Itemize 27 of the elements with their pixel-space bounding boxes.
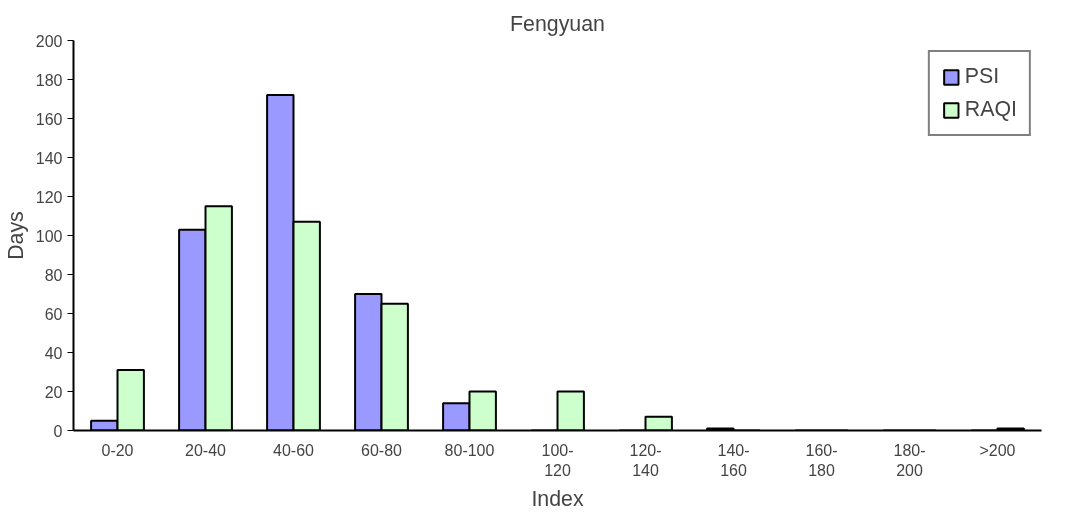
legend-label: RAQI [964,97,1017,122]
x-tick-label: 40-60 [273,441,315,459]
y-tick-label: 140 [35,149,63,167]
x-tick-label: 180-200 [893,441,926,479]
y-tick-label: 40 [44,344,63,362]
x-tick-label: 20-40 [185,441,227,459]
y-tick-label: 100 [35,227,63,245]
y-axis-title: Days [3,211,28,260]
x-axis-title: Index [531,486,584,511]
x-tick-label: 120-140 [629,441,662,479]
x-tick-label: >200 [979,441,1016,459]
y-tick-label: 20 [44,383,63,401]
y-tick-label: 80 [44,266,63,284]
chart-title: Fengyuan [510,11,605,36]
y-tick-label: 0 [53,422,63,440]
y-tick-label: 160 [35,110,63,128]
x-tick-label: 160-180 [805,441,838,479]
x-tick-label: 80-100 [444,441,495,459]
x-tick-label: 0-20 [101,441,134,459]
y-tick-label: 180 [35,71,63,89]
x-tick-label: 100-120 [541,441,574,479]
x-tick-label: 60-80 [361,441,403,459]
x-tick-label: 140-160 [717,441,750,479]
legend-label: PSI [964,64,1000,89]
y-tick-label: 60 [44,305,63,323]
y-tick-label: 120 [35,188,63,206]
y-tick-label: 200 [35,32,63,50]
